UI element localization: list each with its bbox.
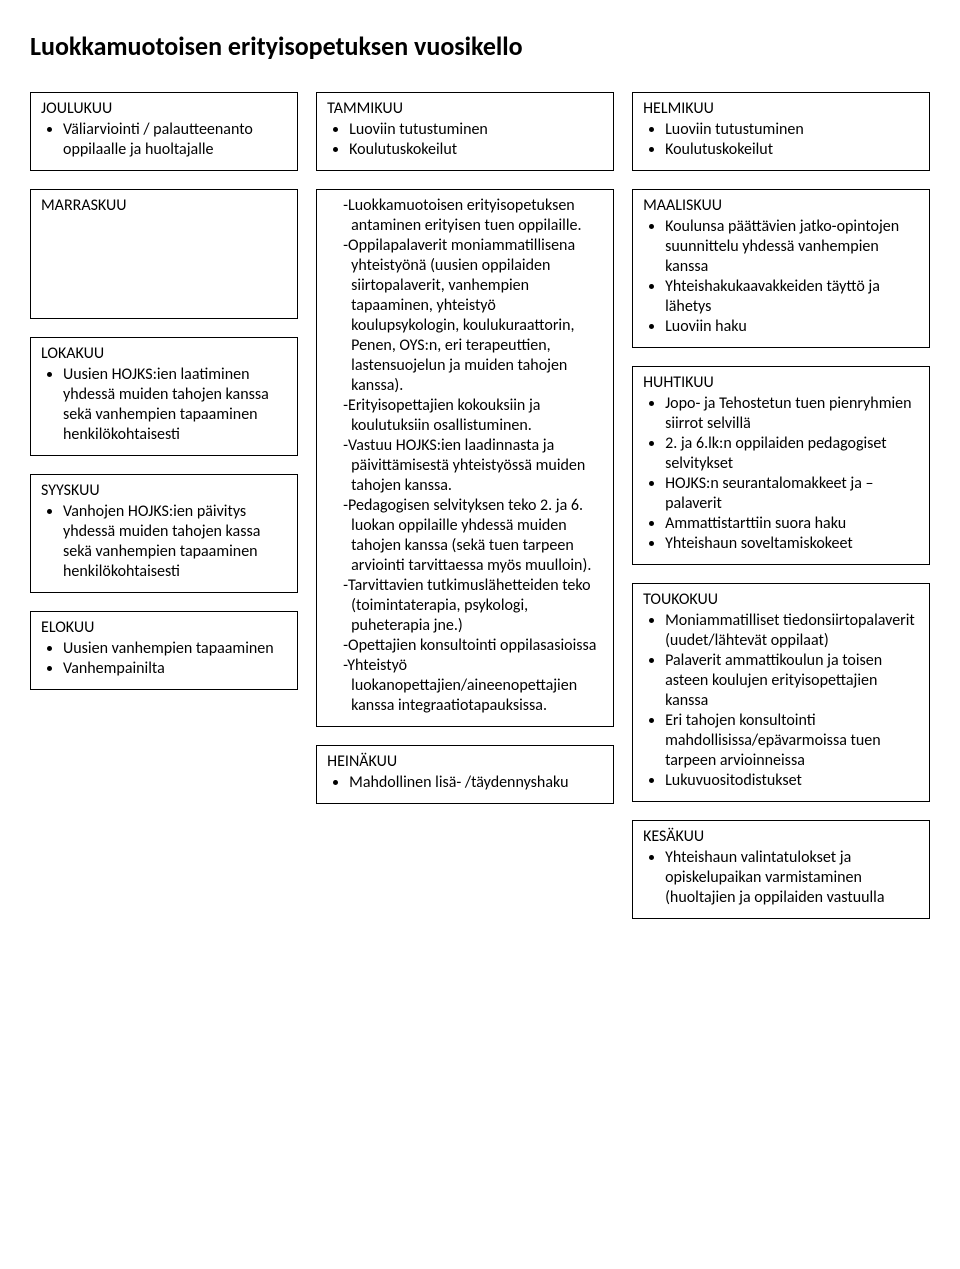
heading-tammikuu: TAMMIKUU xyxy=(327,99,603,118)
box-tammikuu: TAMMIKUU Luoviin tutustuminen Koulutusko… xyxy=(316,92,614,171)
heading-huhtikuu: HUHTIKUU xyxy=(643,373,919,392)
list-item: Luoviin tutustuminen xyxy=(349,120,603,140)
list-tammikuu: Luoviin tutustuminen Koulutuskokeilut xyxy=(327,120,603,160)
heading-helmikuu: HELMIKUU xyxy=(643,99,919,118)
center-note-item: -Opettajien konsultointi oppilasasioissa xyxy=(327,636,603,656)
list-item: Uusien vanhempien tapaaminen xyxy=(63,639,287,659)
list-maaliskuu: Koulunsa päättävien jatko-opintojen suun… xyxy=(643,217,919,337)
list-huhtikuu: Jopo- ja Tehostetun tuen pienryhmien sii… xyxy=(643,394,919,554)
center-note-item: -Tarvittavien tutkimuslähetteiden teko (… xyxy=(327,576,603,636)
list-syyskuu: Vanhojen HOJKS:ien päivitys yhdessä muid… xyxy=(41,502,287,582)
list-item: Koulutuskokeilut xyxy=(665,140,919,160)
middle-column: TAMMIKUU Luoviin tutustuminen Koulutusko… xyxy=(316,92,614,804)
list-item: Uusien HOJKS:ien laatiminen yhdessä muid… xyxy=(63,365,287,445)
list-item: Väliarviointi / palautteenanto oppilaall… xyxy=(63,120,287,160)
list-item: Ammattistarttiin suora haku xyxy=(665,514,919,534)
list-item: Jopo- ja Tehostetun tuen pienryhmien sii… xyxy=(665,394,919,434)
center-note-item: -Oppilapalaverit moniammatillisena yhtei… xyxy=(327,236,603,396)
box-toukokuu: TOUKOKUU Moniammatilliset tiedonsiirtopa… xyxy=(632,583,930,802)
box-marraskuu: MARRASKUU xyxy=(30,189,298,319)
list-heinakuu: Mahdollinen lisä- /täydennyshaku xyxy=(327,773,603,793)
list-joulukuu: Väliarviointi / palautteenanto oppilaall… xyxy=(41,120,287,160)
heading-lokakuu: LOKAKUU xyxy=(41,344,287,363)
box-helmikuu: HELMIKUU Luoviin tutustuminen Koulutusko… xyxy=(632,92,930,171)
list-elokuu: Uusien vanhempien tapaaminen Vanhempaini… xyxy=(41,639,287,679)
list-item: Koulunsa päättävien jatko-opintojen suun… xyxy=(665,217,919,277)
center-note-item: -Erityisopettajien kokouksiin ja koulutu… xyxy=(327,396,603,436)
box-elokuu: ELOKUU Uusien vanhempien tapaaminen Vanh… xyxy=(30,611,298,690)
list-item: Vanhojen HOJKS:ien päivitys yhdessä muid… xyxy=(63,502,287,582)
list-item: HOJKS:n seurantalomakkeet ja – palaverit xyxy=(665,474,919,514)
columns-layout: JOULUKUU Väliarviointi / palautteenanto … xyxy=(30,92,930,919)
box-huhtikuu: HUHTIKUU Jopo- ja Tehostetun tuen pienry… xyxy=(632,366,930,565)
box-lokakuu: LOKAKUU Uusien HOJKS:ien laatiminen yhde… xyxy=(30,337,298,456)
heading-joulukuu: JOULUKUU xyxy=(41,99,287,118)
box-kesakuu: KESÄKUU Yhteishaun valintatulokset ja op… xyxy=(632,820,930,919)
heading-maaliskuu: MAALISKUU xyxy=(643,196,919,215)
center-note-item: -Yhteistyö luokanopettajien/aineenopetta… xyxy=(327,656,603,716)
box-joulukuu: JOULUKUU Väliarviointi / palautteenanto … xyxy=(30,92,298,171)
list-lokakuu: Uusien HOJKS:ien laatiminen yhdessä muid… xyxy=(41,365,287,445)
list-item: Moniammatilliset tiedonsiirtopalaverit (… xyxy=(665,611,919,651)
list-item: 2. ja 6.lk:n oppilaiden pedagogiset selv… xyxy=(665,434,919,474)
list-item: Mahdollinen lisä- /täydennyshaku xyxy=(349,773,603,793)
list-item: Lukuvuositodistukset xyxy=(665,771,919,791)
right-column: HELMIKUU Luoviin tutustuminen Koulutusko… xyxy=(632,92,930,919)
heading-marraskuu: MARRASKUU xyxy=(41,196,287,215)
list-item: Yhteishakukaavakkeiden täyttö ja lähetys xyxy=(665,277,919,317)
list-helmikuu: Luoviin tutustuminen Koulutuskokeilut xyxy=(643,120,919,160)
center-note-item: -Vastuu HOJKS:ien laadinnasta ja päivitt… xyxy=(327,436,603,496)
heading-elokuu: ELOKUU xyxy=(41,618,287,637)
list-item: Eri tahojen konsultointi mahdollisissa/e… xyxy=(665,711,919,771)
center-note-item: -Pedagogisen selvityksen teko 2. ja 6. l… xyxy=(327,496,603,576)
list-item: Palaverit ammattikoulun ja toisen asteen… xyxy=(665,651,919,711)
heading-syyskuu: SYYSKUU xyxy=(41,481,287,500)
list-item: Yhteishaun soveltamiskokeet xyxy=(665,534,919,554)
heading-toukokuu: TOUKOKUU xyxy=(643,590,919,609)
list-item: Luoviin tutustuminen xyxy=(665,120,919,140)
heading-kesakuu: KESÄKUU xyxy=(643,827,919,846)
list-item: Vanhempainilta xyxy=(63,659,287,679)
box-heinakuu: HEINÄKUU Mahdollinen lisä- /täydennyshak… xyxy=(316,745,614,804)
list-kesakuu: Yhteishaun valintatulokset ja opiskelupa… xyxy=(643,848,919,908)
center-note-item: -Luokkamuotoisen erityisopetuksen antami… xyxy=(327,196,603,236)
heading-heinakuu: HEINÄKUU xyxy=(327,752,603,771)
list-toukokuu: Moniammatilliset tiedonsiirtopalaverit (… xyxy=(643,611,919,791)
list-item: Yhteishaun valintatulokset ja opiskelupa… xyxy=(665,848,919,908)
box-syyskuu: SYYSKUU Vanhojen HOJKS:ien päivitys yhde… xyxy=(30,474,298,593)
list-item: Luoviin haku xyxy=(665,317,919,337)
list-item: Koulutuskokeilut xyxy=(349,140,603,160)
box-center-notes: -Luokkamuotoisen erityisopetuksen antami… xyxy=(316,189,614,727)
box-maaliskuu: MAALISKUU Koulunsa päättävien jatko-opin… xyxy=(632,189,930,348)
left-column: JOULUKUU Väliarviointi / palautteenanto … xyxy=(30,92,298,690)
page-title: Luokkamuotoisen erityisopetuksen vuosike… xyxy=(30,30,930,62)
